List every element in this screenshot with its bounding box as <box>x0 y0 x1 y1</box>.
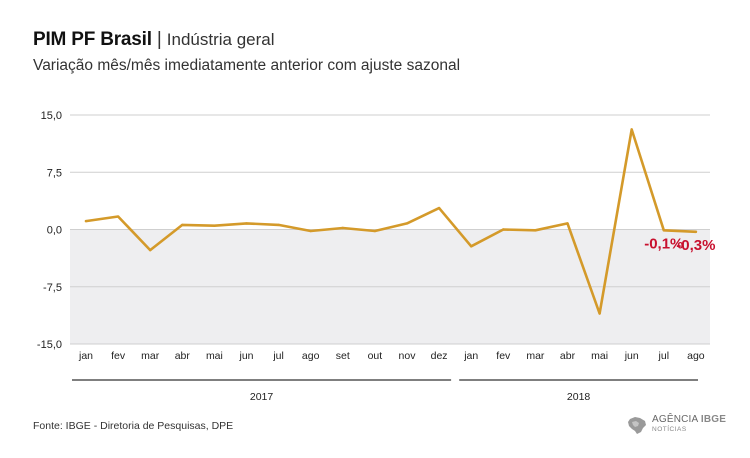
x-tick-label: ago <box>687 350 705 362</box>
y-tick-label: 0,0 <box>47 225 62 237</box>
x-tick-label: set <box>336 350 350 362</box>
data-point <box>149 248 152 252</box>
x-tick-label: fev <box>496 350 511 362</box>
title-main: PIM PF Brasil <box>33 29 152 50</box>
x-tick-label: jun <box>238 350 253 362</box>
chart-header: PIM PF Brasil | Indústria geral Variação m… <box>33 28 460 77</box>
x-tick-label: fev <box>111 350 126 362</box>
source-note: Fonte: IBGE - Diretoria de Pesquisas, DP… <box>33 420 234 432</box>
logo-text-line1: AGÊNCIA IBGE <box>652 414 727 425</box>
data-point <box>502 228 505 231</box>
data-point <box>405 222 409 225</box>
data-label: -0,3% <box>676 237 715 254</box>
data-point <box>630 128 633 131</box>
title-suffix: Indústria geral <box>166 30 275 49</box>
data-point <box>309 229 312 233</box>
series-line <box>84 128 698 315</box>
data-point <box>116 215 120 218</box>
x-tick-label: mai <box>591 350 608 362</box>
y-tick-label: -15,0 <box>37 339 62 351</box>
data-point <box>84 219 88 223</box>
x-tick-label: mai <box>206 350 223 362</box>
chart-subtitle: Variação mês/mês imediatamente anterior … <box>33 57 461 74</box>
data-point <box>598 312 601 315</box>
x-tick-label: abr <box>560 350 576 362</box>
x-tick-label: out <box>368 350 383 362</box>
x-tick-label: ago <box>302 350 320 362</box>
data-point <box>470 245 473 248</box>
data-point <box>245 222 248 225</box>
y-tick-label: -7,5 <box>43 282 62 294</box>
logo-text-line2: NOTÍCIAS <box>652 426 687 433</box>
x-tick-label: nov <box>399 350 417 362</box>
data-point <box>341 226 344 230</box>
brazil-map-icon <box>628 417 646 434</box>
data-point <box>373 229 377 233</box>
data-point <box>437 206 441 210</box>
year-label: 2018 <box>567 391 591 403</box>
agencia-ibge-logo: AGÊNCIA IBGE NOTÍCIAS <box>626 415 726 435</box>
data-point <box>662 229 665 232</box>
y-tick-label: 15,0 <box>41 110 62 122</box>
data-point <box>277 223 280 227</box>
x-tick-label: abr <box>175 350 191 362</box>
x-tick-label: mar <box>141 350 160 362</box>
x-tick-label: jan <box>463 350 478 362</box>
year-label: 2017 <box>250 391 274 403</box>
title-separator: | <box>156 29 162 50</box>
data-label: -0,1% <box>644 235 683 252</box>
x-tick-label: jul <box>272 350 284 362</box>
chart-title: PIM PF Brasil | Indústria geral <box>33 28 460 52</box>
x-tick-label: dez <box>431 350 448 362</box>
y-tick-label: 7,5 <box>47 167 62 179</box>
x-tick-label: jul <box>658 350 670 362</box>
data-point <box>566 222 569 225</box>
data-point <box>534 229 537 232</box>
x-tick-label: jun <box>624 350 639 362</box>
x-tick-label: jan <box>78 350 93 362</box>
x-tick-label: mar <box>526 350 545 362</box>
data-point <box>694 230 698 233</box>
data-point <box>213 224 216 227</box>
data-point <box>181 223 184 227</box>
